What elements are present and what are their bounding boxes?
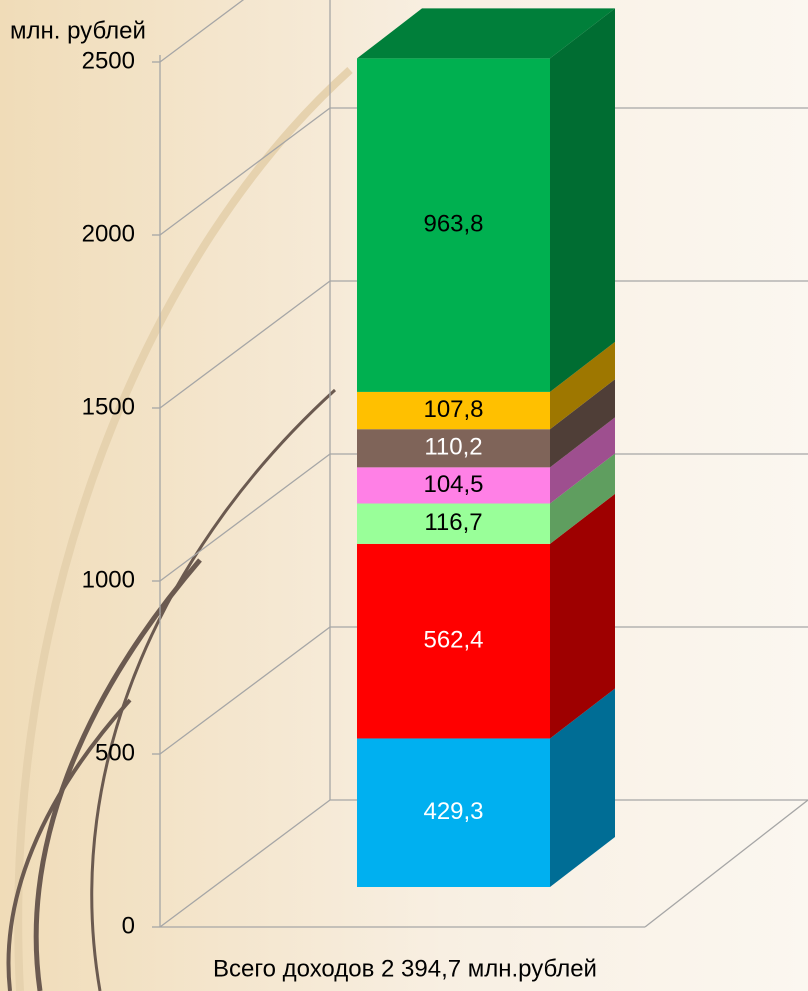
bar-segment-side bbox=[550, 453, 615, 544]
x-tick-label: Всего доходов 2 394,7 млн.рублей bbox=[213, 955, 597, 982]
deco-curve bbox=[14, 67, 353, 991]
bar-segment bbox=[357, 391, 550, 430]
bar-segment bbox=[357, 429, 550, 468]
bar-segment bbox=[357, 58, 550, 392]
grid-line bbox=[159, 799, 808, 928]
grid-line bbox=[159, 280, 808, 409]
bar-segment-side bbox=[550, 688, 615, 887]
y-tick-label: 2500 bbox=[82, 47, 135, 74]
bar-segment bbox=[357, 738, 550, 887]
data-label: 104,5 bbox=[423, 471, 483, 498]
bar-segment bbox=[357, 543, 550, 739]
bar-segment-side bbox=[550, 493, 615, 739]
decoration bbox=[6, 67, 353, 991]
plot bbox=[159, 0, 808, 928]
data-label: 107,8 bbox=[423, 396, 483, 423]
bar-segment bbox=[357, 503, 550, 544]
y-tick-label: 1000 bbox=[82, 566, 135, 593]
floor-edge bbox=[644, 799, 808, 928]
bar-segment-side bbox=[550, 341, 615, 430]
grid-line bbox=[159, 453, 808, 582]
y-axis-title: млн. рублей bbox=[10, 17, 146, 44]
y-tick-label: 1500 bbox=[82, 393, 135, 420]
data-label: 110,2 bbox=[424, 434, 482, 461]
grid-line bbox=[159, 107, 808, 236]
grid-line bbox=[159, 626, 808, 755]
y-tick-label: 0 bbox=[122, 912, 135, 939]
y-tick-label: 2000 bbox=[82, 220, 135, 247]
grid-line bbox=[159, 0, 245, 63]
bar-segment bbox=[357, 467, 550, 504]
bar-segment-side bbox=[550, 8, 615, 392]
bar-top bbox=[357, 8, 615, 59]
bar-segment-side bbox=[550, 379, 615, 468]
data-label: 562,4 bbox=[423, 627, 483, 654]
deco-curve bbox=[90, 388, 337, 991]
data-label: 116,7 bbox=[424, 509, 482, 536]
deco-curve bbox=[33, 558, 202, 991]
y-tick-label: 500 bbox=[95, 739, 135, 766]
data-label: 963,8 bbox=[423, 211, 483, 238]
data-label: 429,3 bbox=[423, 798, 483, 825]
bar-segment-side bbox=[550, 417, 615, 504]
deco-curve bbox=[6, 698, 132, 991]
